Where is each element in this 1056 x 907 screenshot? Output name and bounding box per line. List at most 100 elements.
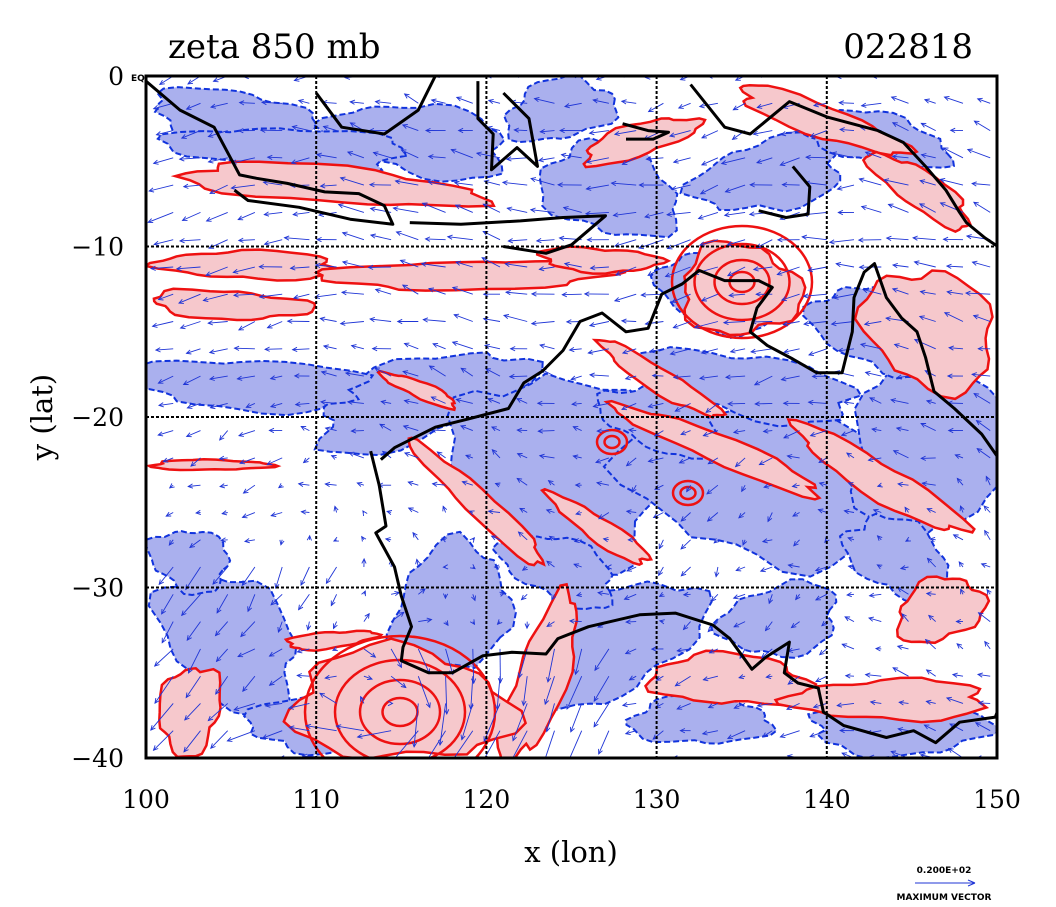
wind-vector <box>792 512 800 517</box>
wind-vector <box>152 321 174 327</box>
wind-vector-head <box>588 372 595 378</box>
wind-vector <box>408 481 419 486</box>
wind-vector-head <box>701 133 708 139</box>
wind-vector <box>846 452 855 459</box>
wind-vector <box>488 510 501 513</box>
wind-vector-head <box>592 98 599 104</box>
wind-vector-head <box>427 154 434 160</box>
wind-vector-head <box>380 399 387 405</box>
wind-vector-head <box>335 724 342 730</box>
wind-vector-head <box>487 397 494 403</box>
wind-vector <box>158 402 174 406</box>
wind-vector-head <box>945 696 952 702</box>
wind-vector <box>598 592 609 595</box>
wind-vector-head <box>710 596 717 602</box>
wind-vector-head <box>147 218 154 224</box>
wind-vector-head <box>738 674 745 680</box>
wind-vector <box>725 375 746 378</box>
wind-vector <box>485 368 501 377</box>
wind-vector-head <box>346 151 353 157</box>
wind-vector-head <box>302 457 309 464</box>
wind-vector-head <box>403 342 410 348</box>
wind-vector <box>598 730 610 755</box>
wind-vector-head <box>324 674 331 680</box>
wind-vector <box>403 425 419 432</box>
wind-vector-head <box>203 766 208 770</box>
wind-vector-head <box>306 624 312 631</box>
wind-vector <box>703 430 719 437</box>
wind-vector <box>234 702 256 711</box>
wind-vector <box>838 348 855 352</box>
wind-vector <box>859 178 882 186</box>
y-tick-label: 0 <box>108 62 124 91</box>
wind-vector-head <box>613 297 620 302</box>
wind-vector-head <box>805 154 811 160</box>
wind-vector-head <box>135 378 140 382</box>
wind-vector <box>342 261 365 268</box>
wind-vector-head <box>864 370 871 376</box>
wind-vector-head <box>453 180 460 186</box>
wind-vector <box>208 157 228 163</box>
wind-vector-head <box>809 132 816 138</box>
wind-vector <box>185 675 201 698</box>
wind-vector <box>319 692 337 704</box>
wind-vector <box>325 675 337 679</box>
wind-vector <box>418 619 432 623</box>
wind-vector <box>460 367 474 377</box>
wind-vector <box>425 238 446 241</box>
wind-vector <box>658 566 664 576</box>
wind-vector <box>625 375 637 380</box>
wind-vector-head <box>783 348 790 354</box>
wind-vector <box>146 730 147 732</box>
wind-vector-head <box>571 401 577 407</box>
wind-vector-head <box>864 672 871 678</box>
wind-vector-head <box>205 217 212 222</box>
wind-vector <box>703 675 719 681</box>
wind-vector <box>206 211 228 222</box>
wind-vector-head <box>891 122 898 127</box>
wind-vector <box>593 703 610 728</box>
wind-vector-head <box>459 425 466 430</box>
positive-vorticity-contour <box>683 239 807 337</box>
wind-vector-head <box>597 590 604 596</box>
wind-vector-head <box>977 346 983 352</box>
wind-vector-head <box>573 537 580 543</box>
wind-vector-head <box>241 513 248 519</box>
positive-vorticity-contour <box>539 487 654 567</box>
wind-vector <box>506 157 528 160</box>
wind-vector-head <box>891 154 898 160</box>
wind-vector <box>267 156 283 159</box>
positive-vorticity-contour <box>407 436 546 567</box>
wind-vector <box>146 321 147 322</box>
wind-vector-head <box>215 689 221 695</box>
wind-vector <box>538 430 555 432</box>
wind-vector <box>521 593 528 601</box>
wind-vector <box>445 648 454 675</box>
wind-vector-head <box>490 535 497 541</box>
wind-vector-head <box>561 292 567 298</box>
wind-vector <box>340 177 365 186</box>
wind-vector-head <box>394 179 401 185</box>
wind-vector <box>156 130 174 136</box>
wind-vector <box>922 482 936 486</box>
wind-vector <box>226 757 228 758</box>
wind-vector <box>546 703 555 732</box>
wind-vector-head <box>496 619 503 625</box>
wind-vector-head <box>401 284 408 290</box>
wind-vector-head <box>756 702 763 708</box>
wind-vector <box>765 621 773 631</box>
wind-vector-head <box>671 298 678 303</box>
wind-vector-head <box>702 431 709 437</box>
wind-vector <box>753 130 773 135</box>
wind-vector-head <box>427 180 434 186</box>
wind-vector-head <box>493 564 500 570</box>
wind-vector-head <box>258 264 264 270</box>
wind-vector-head <box>575 510 582 516</box>
wind-vector <box>589 374 609 377</box>
wind-vector-head <box>814 566 821 572</box>
wind-vector <box>432 343 446 350</box>
wind-vector-head <box>925 699 932 705</box>
wind-vector-head <box>545 508 552 514</box>
wind-vector-head <box>680 516 687 522</box>
wind-vector <box>808 401 827 404</box>
